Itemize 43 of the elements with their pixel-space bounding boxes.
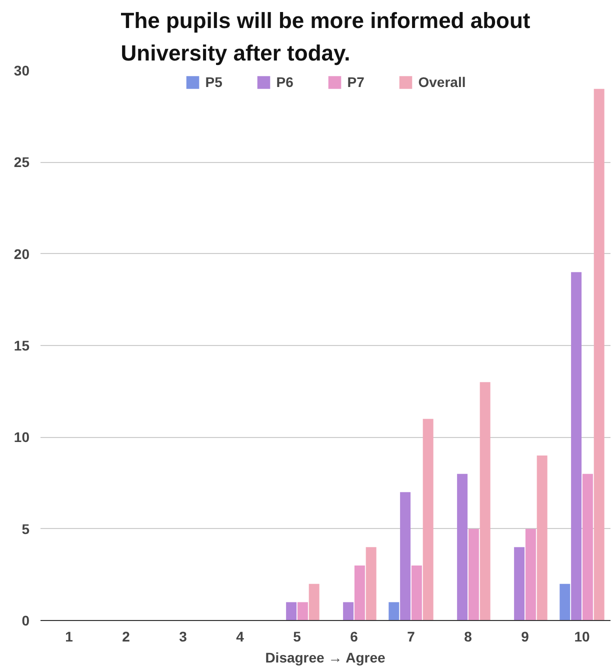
x-tick-label: 7 bbox=[407, 628, 416, 644]
y-tick-label: 10 bbox=[14, 429, 30, 446]
y-tick-label: 15 bbox=[14, 338, 30, 354]
y-tick-label: 0 bbox=[22, 612, 30, 628]
bar bbox=[514, 547, 525, 620]
bar bbox=[297, 602, 308, 620]
x-tick-label: 2 bbox=[122, 628, 130, 644]
bar bbox=[594, 88, 604, 620]
bar bbox=[411, 566, 422, 620]
bar bbox=[422, 418, 434, 620]
y-tick-label: 5 bbox=[22, 520, 30, 537]
bar bbox=[308, 584, 320, 620]
bar bbox=[560, 584, 570, 620]
bar bbox=[536, 456, 548, 620]
x-tick-label: 9 bbox=[521, 628, 530, 644]
bar bbox=[343, 602, 354, 620]
bar bbox=[388, 602, 400, 620]
x-tick-label: 3 bbox=[179, 628, 188, 644]
bar bbox=[582, 474, 593, 620]
y-tick-label: 30 bbox=[14, 62, 30, 78]
y-tick-label: 25 bbox=[14, 154, 30, 170]
legend-label: P6 bbox=[276, 74, 294, 90]
bar bbox=[354, 566, 365, 620]
chart-title: The pupils will be more informed about University after today. bbox=[120, 8, 531, 66]
y-tick-label: 20 bbox=[14, 246, 30, 262]
bar bbox=[468, 528, 479, 620]
x-axis-title: Disagree → Agree bbox=[265, 650, 386, 666]
x-tick-label: 1 bbox=[65, 628, 74, 644]
x-tick-label: 8 bbox=[464, 628, 472, 644]
bar bbox=[286, 602, 297, 620]
bar bbox=[480, 382, 490, 620]
x-tick-label: 10 bbox=[574, 628, 590, 644]
bar bbox=[457, 474, 468, 620]
bar bbox=[571, 272, 582, 620]
legend-label: Overall bbox=[418, 74, 466, 90]
bar bbox=[525, 528, 536, 620]
x-tick-label: 6 bbox=[350, 628, 358, 644]
legend-label: P7 bbox=[347, 74, 366, 90]
x-tick-label: 5 bbox=[293, 628, 302, 644]
legend-label: P5 bbox=[205, 74, 224, 90]
x-tick-label: 4 bbox=[236, 628, 244, 644]
bar bbox=[366, 547, 376, 620]
bar bbox=[400, 492, 411, 620]
